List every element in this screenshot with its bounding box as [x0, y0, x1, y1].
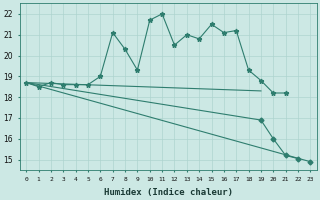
X-axis label: Humidex (Indice chaleur): Humidex (Indice chaleur): [104, 188, 233, 197]
